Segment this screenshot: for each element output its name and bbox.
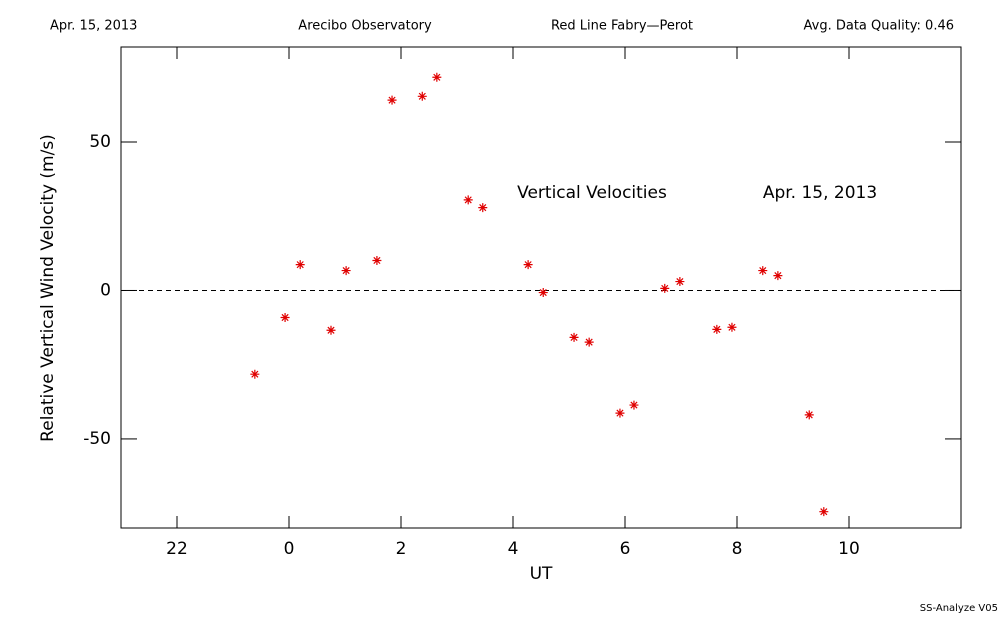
- data-point: [250, 369, 260, 379]
- data-point: [675, 277, 685, 287]
- data-point: [712, 324, 722, 334]
- data-point: [280, 312, 290, 322]
- y-tick-label: -50: [83, 429, 111, 449]
- y-tick-label: 50: [89, 132, 111, 152]
- header-date: Apr. 15, 2013: [50, 19, 137, 34]
- data-point: [387, 95, 397, 105]
- x-tick-label: 2: [396, 539, 407, 559]
- data-point: [463, 195, 473, 205]
- data-point: [432, 72, 442, 82]
- data-point: [569, 332, 579, 342]
- annotation: Apr. 15, 2013: [763, 183, 877, 203]
- data-point: [727, 322, 737, 332]
- data-point: [660, 283, 670, 293]
- data-point: [478, 203, 488, 213]
- data-point: [819, 507, 829, 517]
- data-point: [584, 337, 594, 347]
- x-tick-label: 10: [838, 539, 860, 559]
- data-point: [372, 255, 382, 265]
- header-quality: Avg. Data Quality: 0.46: [804, 19, 954, 34]
- data-point: [629, 400, 639, 410]
- x-tick-label: 6: [620, 539, 631, 559]
- data-point: [773, 271, 783, 281]
- annotation: Vertical Velocities: [517, 183, 667, 203]
- x-tick-label: 22: [166, 539, 188, 559]
- data-point: [295, 260, 305, 270]
- data-point: [523, 260, 533, 270]
- data-point: [326, 325, 336, 335]
- y-tick-label: 0: [100, 280, 111, 300]
- data-point: [804, 410, 814, 420]
- header-instrument: Red Line Fabry—Perot: [551, 19, 693, 34]
- data-point: [417, 91, 427, 101]
- plot-frame: [120, 46, 962, 529]
- footer: SS-Analyze V05: [920, 603, 998, 614]
- data-point: [341, 266, 351, 276]
- x-tick-label: 0: [284, 539, 295, 559]
- data-point: [538, 288, 548, 298]
- data-point: [758, 266, 768, 276]
- data-point: [615, 408, 625, 418]
- x-tick-label: 8: [732, 539, 743, 559]
- header-site: Arecibo Observatory: [298, 19, 432, 34]
- x-tick-label: 4: [508, 539, 519, 559]
- y-axis-label: Relative Vertical Wind Velocity (m/s): [38, 134, 58, 442]
- x-axis-label: UT: [530, 564, 553, 584]
